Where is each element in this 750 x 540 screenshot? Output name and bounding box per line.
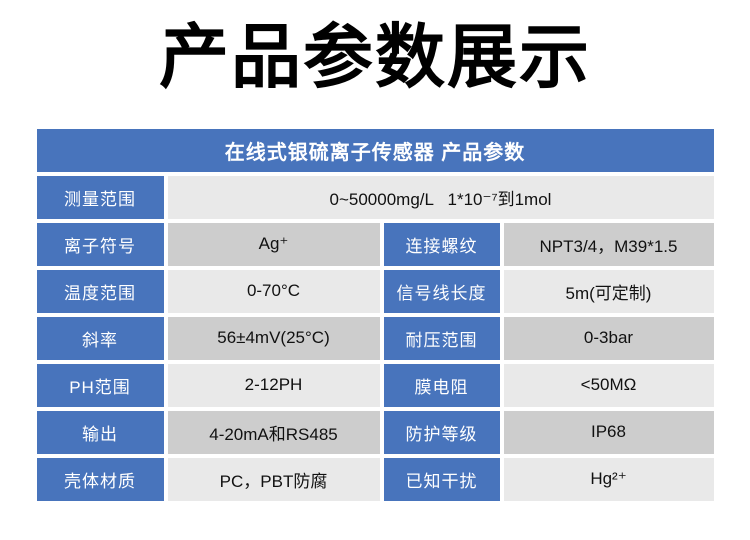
spec-label: 离子符号 (36, 222, 164, 266)
spec-value: NPT3/4，M39*1.5 (503, 222, 714, 266)
spec-value: Ag⁺ (167, 222, 380, 266)
spec-value: 4-20mA和RS485 (167, 410, 380, 454)
spec-table-body: 测量范围 0~50000mg/L 1*10⁻⁷到1mol 离子符号 Ag⁺ 连接螺纹 NP… (36, 175, 714, 501)
spec-value: PC，PBT防腐 (167, 457, 380, 501)
spec-label: 温度范围 (36, 269, 164, 313)
spec-label: 斜率 (36, 316, 164, 360)
spec-value: 0~50000mg/L 1*10⁻⁷到1mol (167, 175, 714, 219)
spec-label: 耐压范围 (383, 316, 500, 360)
spec-value: Hg²⁺ (503, 457, 714, 501)
spec-label: 信号线长度 (383, 269, 500, 313)
spec-label: 测量范围 (36, 175, 164, 219)
spec-value: 5m(可定制) (503, 269, 714, 313)
spec-label: 已知干扰 (383, 457, 500, 501)
spec-value: <50MΩ (503, 363, 714, 407)
spec-label: 输出 (36, 410, 164, 454)
spec-table-header: 在线式银硫离子传感器 产品参数 (36, 128, 714, 172)
spec-value: 56±4mV(25°C) (167, 316, 380, 360)
spec-value: IP68 (503, 410, 714, 454)
page: 产品参数展示 在线式银硫离子传感器 产品参数 测量范围 0~50000mg/L 1… (0, 14, 750, 540)
spec-table: 在线式银硫离子传感器 产品参数 测量范围 0~50000mg/L 1*10⁻⁷到1… (36, 128, 714, 501)
spec-label: 膜电阻 (383, 363, 500, 407)
spec-value: 0-3bar (503, 316, 714, 360)
spec-label: PH范围 (36, 363, 164, 407)
spec-label: 连接螺纹 (383, 222, 500, 266)
page-title: 产品参数展示 (159, 18, 591, 96)
spec-value: 0-70°C (167, 269, 380, 313)
spec-value: 2-12PH (167, 363, 380, 407)
spec-label: 防护等级 (383, 410, 500, 454)
spec-label: 壳体材质 (36, 457, 164, 501)
